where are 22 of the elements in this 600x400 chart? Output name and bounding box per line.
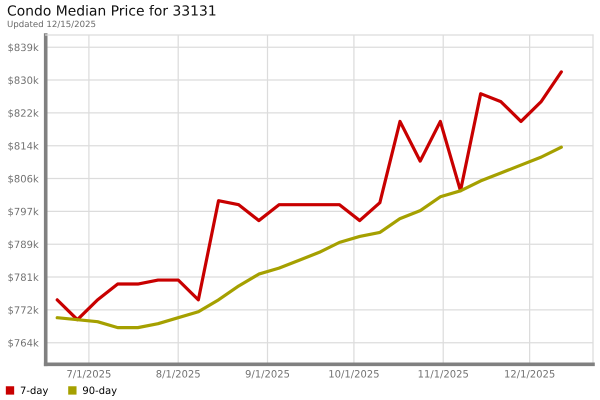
y-tick-label: $814k [8, 142, 39, 151]
y-tick-label: $781k [8, 273, 39, 282]
x-tick-label: 8/1/2025 [156, 370, 200, 378]
y-tick-label: $772k [8, 306, 39, 316]
y-tick-label: $764k [8, 338, 39, 348]
x-tick-label: 12/1/2025 [505, 370, 554, 378]
line-series [56, 70, 563, 322]
legend-label: 90-day [82, 386, 117, 396]
chart-title: Condo Median Price for 33131 [8, 5, 216, 16]
y-tick-label: $806k [8, 174, 39, 184]
x-tick-label: 7/1/2025 [67, 370, 110, 378]
y-tick-label: $839k [8, 43, 39, 52]
x-tick-label: 10/1/2025 [329, 370, 379, 378]
chart-subtitle: Updated 12/15/2025 [8, 20, 96, 29]
y-tick-label: $789k [8, 240, 39, 250]
legend-label: 7-day [20, 386, 48, 396]
line-series [56, 146, 563, 330]
x-tick-label: 9/1/2025 [246, 370, 290, 378]
y-tick-label: $822k [8, 109, 39, 118]
y-tick-label: $830k [8, 76, 39, 86]
x-tick-label: 11/1/2025 [418, 370, 468, 378]
y-tick-label: $797k [8, 208, 39, 217]
